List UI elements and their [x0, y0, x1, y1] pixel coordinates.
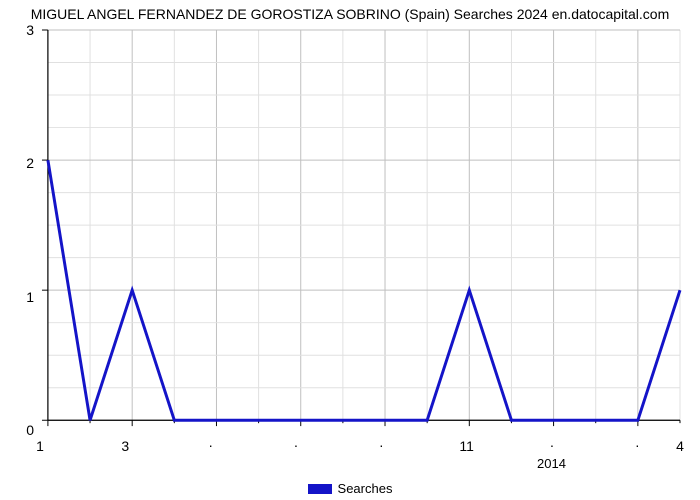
x-tick-dot: .	[550, 434, 554, 450]
chart-container: MIGUEL ANGEL FERNANDEZ DE GOROSTIZA SOBR…	[0, 0, 700, 500]
x-tick-dot: .	[294, 434, 298, 450]
legend-swatch	[308, 484, 332, 494]
plot-area	[40, 30, 680, 430]
x-tick-dot: .	[635, 434, 639, 450]
x-tick-label: 1	[36, 438, 44, 454]
legend: Searches	[0, 480, 700, 496]
y-tick-label: 3	[0, 22, 34, 38]
x-tick-dot: .	[379, 434, 383, 450]
y-tick-label: 2	[0, 155, 34, 171]
chart-title: MIGUEL ANGEL FERNANDEZ DE GOROSTIZA SOBR…	[0, 6, 700, 22]
x-tick-label: 11	[459, 438, 474, 454]
y-tick-label: 0	[0, 422, 34, 438]
x-tick-dot: .	[209, 434, 213, 450]
x-tick-label: 3	[121, 438, 129, 454]
y-tick-label: 1	[0, 289, 34, 305]
x-axis-year-label: 2014	[537, 456, 566, 471]
legend-label: Searches	[338, 481, 393, 496]
chart-svg	[40, 30, 680, 430]
x-tick-label: 4	[676, 438, 684, 454]
